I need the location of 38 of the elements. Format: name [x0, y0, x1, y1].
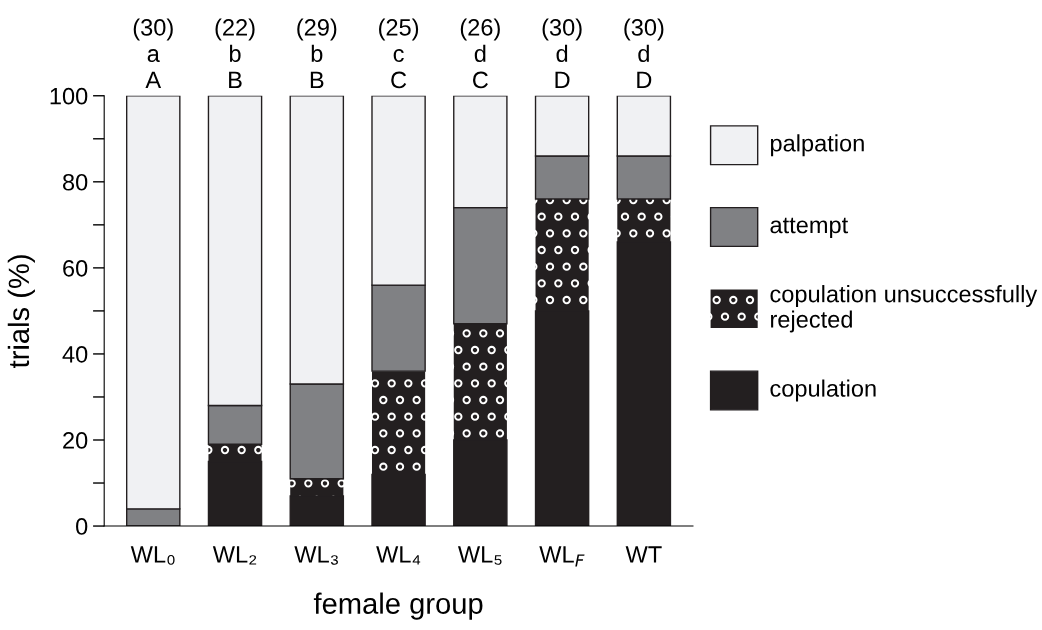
bar — [207, 460, 263, 527]
bar — [290, 478, 344, 496]
x-tick-label: WL$_{F}$ — [539, 546, 585, 567]
bar — [535, 199, 589, 311]
bar — [208, 444, 262, 462]
y-tick-label: 100 — [50, 87, 88, 105]
y-axis-title: trials (%) — [7, 255, 35, 368]
bar — [289, 495, 345, 527]
x-tick-label: WL₃ — [294, 546, 338, 565]
x-tick-label: WT — [625, 546, 662, 563]
x-axis-title: female group — [313, 592, 483, 620]
legend-label: attempt — [770, 217, 849, 238]
bar — [453, 323, 507, 440]
y-tick-label: 0 — [76, 518, 88, 535]
annotation: (25) c C — [379, 18, 419, 89]
annotation: (22) b B — [215, 18, 255, 89]
y-tick-label: 40 — [62, 346, 88, 363]
legend-label: palpation — [770, 134, 864, 157]
x-tick-label: WL₀ — [130, 546, 175, 565]
bar — [617, 199, 671, 243]
y-tick-label: 20 — [63, 432, 88, 449]
y-tick-label: 80 — [62, 173, 88, 191]
annotation: (26) d C — [460, 18, 500, 89]
bar — [371, 473, 426, 527]
legend-label: copulation unsuccessfully rejected — [770, 285, 1038, 333]
bar — [371, 371, 426, 475]
legend-label: copulation — [770, 379, 876, 402]
annotation: (30) a A — [133, 18, 173, 89]
x-tick-label: WL₂ — [212, 546, 257, 565]
annotation: (30) d D — [542, 18, 582, 89]
y-tick-label: 60 — [63, 259, 88, 277]
bar — [534, 310, 590, 527]
x-tick-label: WL₅ — [457, 546, 502, 565]
x-tick-label: WL₄ — [376, 546, 421, 565]
annotation: (30) d D — [624, 18, 664, 89]
bar — [453, 439, 508, 527]
bar — [616, 241, 672, 527]
annotation: (29) b B — [297, 18, 337, 89]
